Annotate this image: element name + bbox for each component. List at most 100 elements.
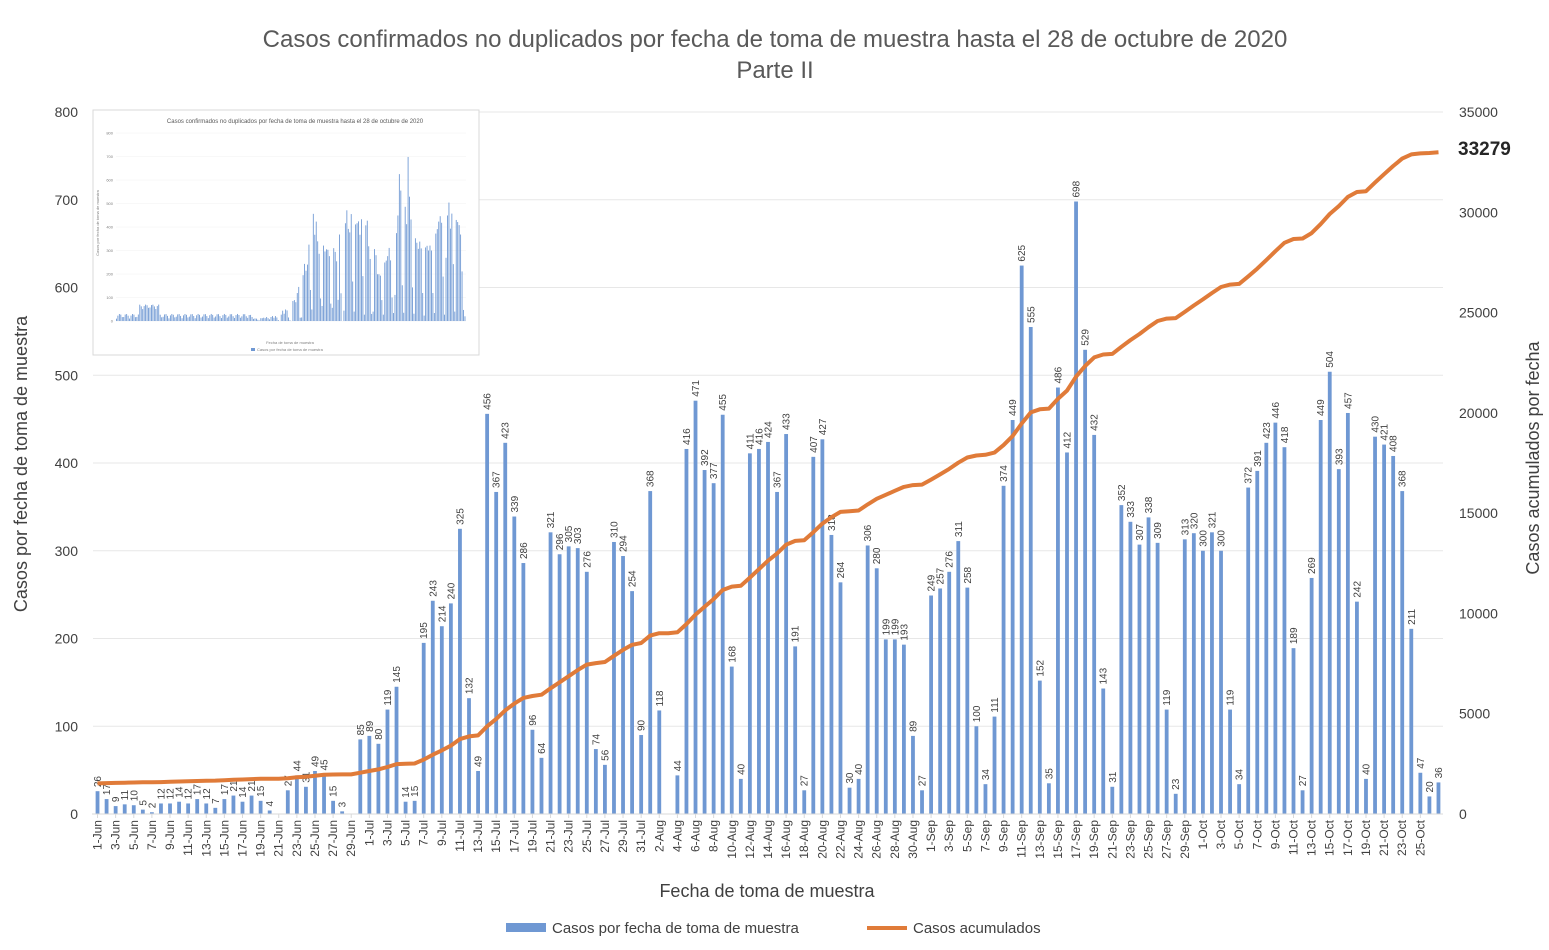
inset-bar bbox=[234, 317, 235, 321]
inset-bar bbox=[288, 317, 289, 321]
inset-bar bbox=[460, 234, 462, 321]
x-tick-label: 17-Sep bbox=[1069, 820, 1083, 859]
bar-value-label: 111 bbox=[990, 697, 1001, 713]
x-tick-label: 25-Oct bbox=[1413, 819, 1427, 856]
inset-bar bbox=[222, 315, 224, 321]
inset-bar bbox=[171, 313, 173, 321]
inset-bar bbox=[126, 314, 128, 321]
x-tick-label: 24-Aug bbox=[852, 820, 866, 859]
bar bbox=[113, 806, 118, 814]
bar bbox=[1364, 778, 1368, 814]
bar-value-label: 15 bbox=[256, 785, 267, 797]
bar-value-label: 240 bbox=[446, 582, 457, 599]
bar bbox=[720, 414, 725, 814]
inset-bar bbox=[448, 202, 450, 321]
bar bbox=[1273, 422, 1278, 814]
bar-series bbox=[95, 201, 1441, 814]
bar-value-label: 189 bbox=[1289, 627, 1300, 644]
x-tick-label: 23-Jun bbox=[290, 820, 304, 857]
bar bbox=[1191, 533, 1196, 814]
bar-value-label: 49 bbox=[474, 755, 485, 767]
y-tick-label: 100 bbox=[55, 718, 79, 734]
inset-bar bbox=[381, 300, 383, 321]
bar-value-label: 307 bbox=[1135, 523, 1146, 540]
bar bbox=[177, 801, 181, 814]
bar bbox=[313, 771, 317, 814]
inset-bar bbox=[132, 314, 133, 321]
inset-bar bbox=[228, 316, 230, 321]
bar-value-label: 433 bbox=[782, 413, 793, 430]
inset-y-tick: 800 bbox=[106, 131, 113, 136]
bar bbox=[1155, 542, 1160, 814]
x-tick-label: 3-Sep bbox=[942, 820, 956, 852]
bar bbox=[122, 804, 127, 814]
bar bbox=[675, 775, 680, 814]
legend-swatch-bars bbox=[506, 923, 546, 932]
x-tick-label: 14-Aug bbox=[761, 820, 775, 859]
bar bbox=[856, 778, 861, 814]
inset-bar bbox=[231, 314, 233, 321]
bar-value-label: 214 bbox=[437, 605, 448, 622]
inset-bar bbox=[340, 293, 342, 321]
inset-bar bbox=[244, 314, 246, 321]
x-tick-label: 17-Jul bbox=[507, 820, 521, 853]
bar-value-label: 421 bbox=[1380, 423, 1391, 440]
inset-bar bbox=[212, 314, 214, 321]
bar-value-label: 15 bbox=[329, 785, 340, 797]
x-tick-label: 4-Aug bbox=[670, 820, 684, 852]
x-tick-label: 30-Aug bbox=[906, 820, 920, 859]
inset-bar bbox=[190, 314, 192, 321]
x-tick-label: 13-Oct bbox=[1305, 819, 1319, 856]
x-tick-label: 23-Oct bbox=[1395, 819, 1409, 856]
bar bbox=[847, 787, 852, 814]
bar-value-label: 372 bbox=[1244, 466, 1255, 483]
inset-bar bbox=[330, 303, 332, 321]
bar bbox=[140, 809, 145, 814]
inset-bar bbox=[232, 316, 234, 321]
inset-bar bbox=[444, 314, 445, 321]
bar-value-label: 152 bbox=[1035, 659, 1046, 676]
inset-bar bbox=[191, 314, 193, 321]
inset-bar bbox=[181, 318, 183, 321]
x-tick-label: 9-Jun bbox=[163, 820, 177, 850]
inset-bar bbox=[458, 225, 460, 321]
bar-value-label: 432 bbox=[1090, 414, 1101, 431]
inset-bar bbox=[410, 219, 412, 321]
inset-bar bbox=[250, 314, 252, 321]
inset-bar bbox=[344, 223, 346, 321]
bar-value-label: 199 bbox=[881, 618, 892, 635]
inset-bar bbox=[203, 314, 205, 321]
inset-bar bbox=[118, 314, 120, 321]
bar-value-label: 300 bbox=[1198, 530, 1209, 547]
bar-value-label: 446 bbox=[1271, 402, 1282, 419]
x-tick-label: 23-Jul bbox=[562, 820, 576, 853]
legend: Casos por fecha de toma de muestra Casos… bbox=[506, 920, 1041, 937]
bar bbox=[131, 805, 136, 814]
bar-value-label: 30 bbox=[845, 772, 856, 784]
inset-bar bbox=[449, 228, 451, 321]
bar-value-label: 143 bbox=[1099, 667, 1110, 684]
final-cumulative-label: 33279 bbox=[1458, 139, 1511, 160]
inset-bar bbox=[223, 313, 225, 321]
bar bbox=[430, 600, 435, 814]
bar bbox=[1373, 436, 1377, 814]
bar-value-label: 20 bbox=[1425, 781, 1436, 793]
inset-bar bbox=[384, 262, 386, 321]
bar bbox=[1264, 442, 1269, 814]
bar-value-label: 280 bbox=[872, 547, 883, 564]
x-tick-label: 3-Jul bbox=[380, 820, 394, 846]
inset-bar bbox=[397, 215, 399, 321]
inset-bar bbox=[219, 316, 221, 321]
x-tick-label: 29-Sep bbox=[1178, 820, 1192, 859]
inset-bar bbox=[324, 251, 326, 321]
inset-bar bbox=[174, 317, 176, 321]
bar bbox=[358, 739, 363, 814]
bar-value-label: 4 bbox=[265, 800, 276, 806]
y-tick-label: 500 bbox=[55, 367, 79, 383]
inset-bar bbox=[145, 304, 147, 321]
y2-tick-label: 35000 bbox=[1459, 104, 1498, 120]
x-tick-label: 17-Jun bbox=[235, 820, 249, 857]
bar bbox=[1391, 455, 1396, 814]
inset-legend-swatch bbox=[251, 348, 255, 351]
inset-bar bbox=[251, 317, 253, 321]
